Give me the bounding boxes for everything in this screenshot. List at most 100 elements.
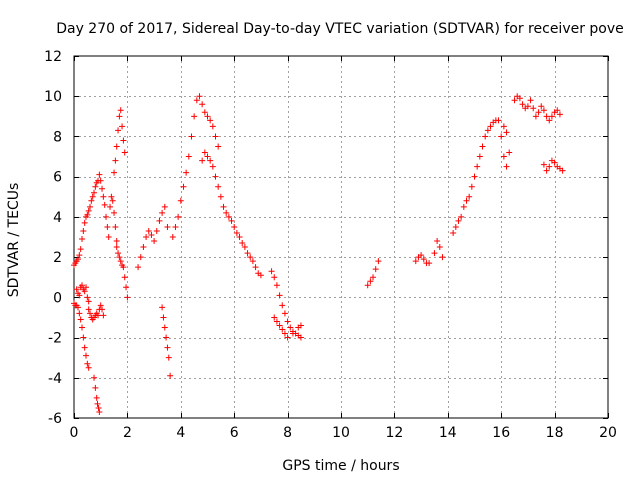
data-point (503, 129, 510, 136)
y-tick-label: 8 (53, 129, 62, 145)
data-point (233, 229, 240, 236)
data-point (367, 278, 374, 285)
data-point (115, 127, 122, 134)
data-point (153, 227, 160, 234)
data-point (231, 223, 238, 230)
data-point (84, 294, 91, 301)
data-point (116, 113, 123, 120)
data-point (372, 266, 379, 273)
data-point (73, 286, 80, 293)
data-point (281, 330, 288, 337)
data-point (418, 252, 425, 259)
data-point (212, 133, 219, 140)
data-point (500, 153, 507, 160)
data-point (281, 310, 288, 317)
data-point (92, 384, 99, 391)
data-point (375, 258, 382, 265)
data-point (460, 203, 467, 210)
data-point (113, 143, 120, 150)
data-point (228, 217, 235, 224)
data-point (75, 304, 82, 311)
data-point (148, 231, 155, 238)
data-point (103, 213, 110, 220)
data-point (479, 143, 486, 150)
data-point (532, 113, 539, 120)
data-point (156, 217, 163, 224)
data-point (543, 113, 550, 120)
data-point (284, 334, 291, 341)
data-point (115, 250, 122, 257)
data-point (117, 258, 124, 265)
data-point (100, 193, 107, 200)
x-tick-label: 12 (385, 425, 403, 441)
data-point (482, 133, 489, 140)
data-point (204, 153, 211, 160)
data-point (476, 153, 483, 160)
data-point (99, 185, 106, 192)
data-point (97, 302, 104, 309)
x-tick-label: 14 (439, 425, 457, 441)
data-point (273, 282, 280, 289)
data-point (96, 408, 103, 415)
data-point (137, 254, 144, 261)
data-point (209, 163, 216, 170)
data-point (236, 234, 243, 240)
data-point (546, 163, 553, 170)
data-point (164, 344, 171, 351)
data-point (495, 117, 502, 124)
data-point (268, 268, 275, 275)
data-point (207, 117, 214, 124)
data-point (80, 227, 87, 234)
x-tick-label: 10 (332, 425, 350, 441)
y-axis-label: SDTVAR / TECUs (6, 183, 22, 298)
data-point (455, 217, 462, 224)
data-point (297, 322, 304, 329)
data-point (119, 123, 126, 130)
data-point (201, 109, 208, 116)
data-point (556, 111, 563, 118)
x-tick-label: 18 (546, 425, 564, 441)
x-axis-ticks: 0 2 4 6 8 10 12 14 16 18 20 (70, 56, 617, 441)
data-point (79, 236, 86, 243)
data-point (81, 219, 88, 226)
data-point (370, 274, 377, 281)
data-point (364, 282, 371, 289)
data-point (551, 159, 558, 166)
data-point (196, 93, 203, 100)
data-point (84, 360, 91, 367)
data-point (287, 324, 294, 331)
data-point (271, 314, 278, 321)
data-point (108, 193, 115, 200)
data-point (83, 284, 90, 291)
data-point (215, 143, 222, 150)
data-point (116, 254, 123, 261)
data-point (77, 246, 84, 253)
data-point (516, 95, 523, 102)
y-tick-label: 12 (44, 49, 62, 65)
y-tick-label: 2 (53, 250, 62, 266)
data-point (209, 123, 216, 130)
data-point (276, 292, 283, 299)
data-point (458, 213, 465, 220)
data-point (201, 149, 208, 156)
data-point (543, 167, 550, 174)
data-point (135, 264, 142, 271)
data-point (120, 264, 127, 271)
x-tick-label: 4 (176, 425, 185, 441)
data-point (466, 193, 473, 200)
data-point (530, 105, 537, 112)
data-point (474, 163, 481, 170)
data-point (487, 123, 494, 130)
x-tick-label: 2 (123, 425, 132, 441)
data-point (559, 167, 566, 174)
data-point (276, 322, 283, 329)
data-point (199, 157, 206, 164)
data-point (143, 234, 150, 240)
data-point (92, 183, 99, 190)
data-point (271, 274, 278, 281)
data-point (107, 203, 114, 210)
data-point (161, 203, 168, 210)
